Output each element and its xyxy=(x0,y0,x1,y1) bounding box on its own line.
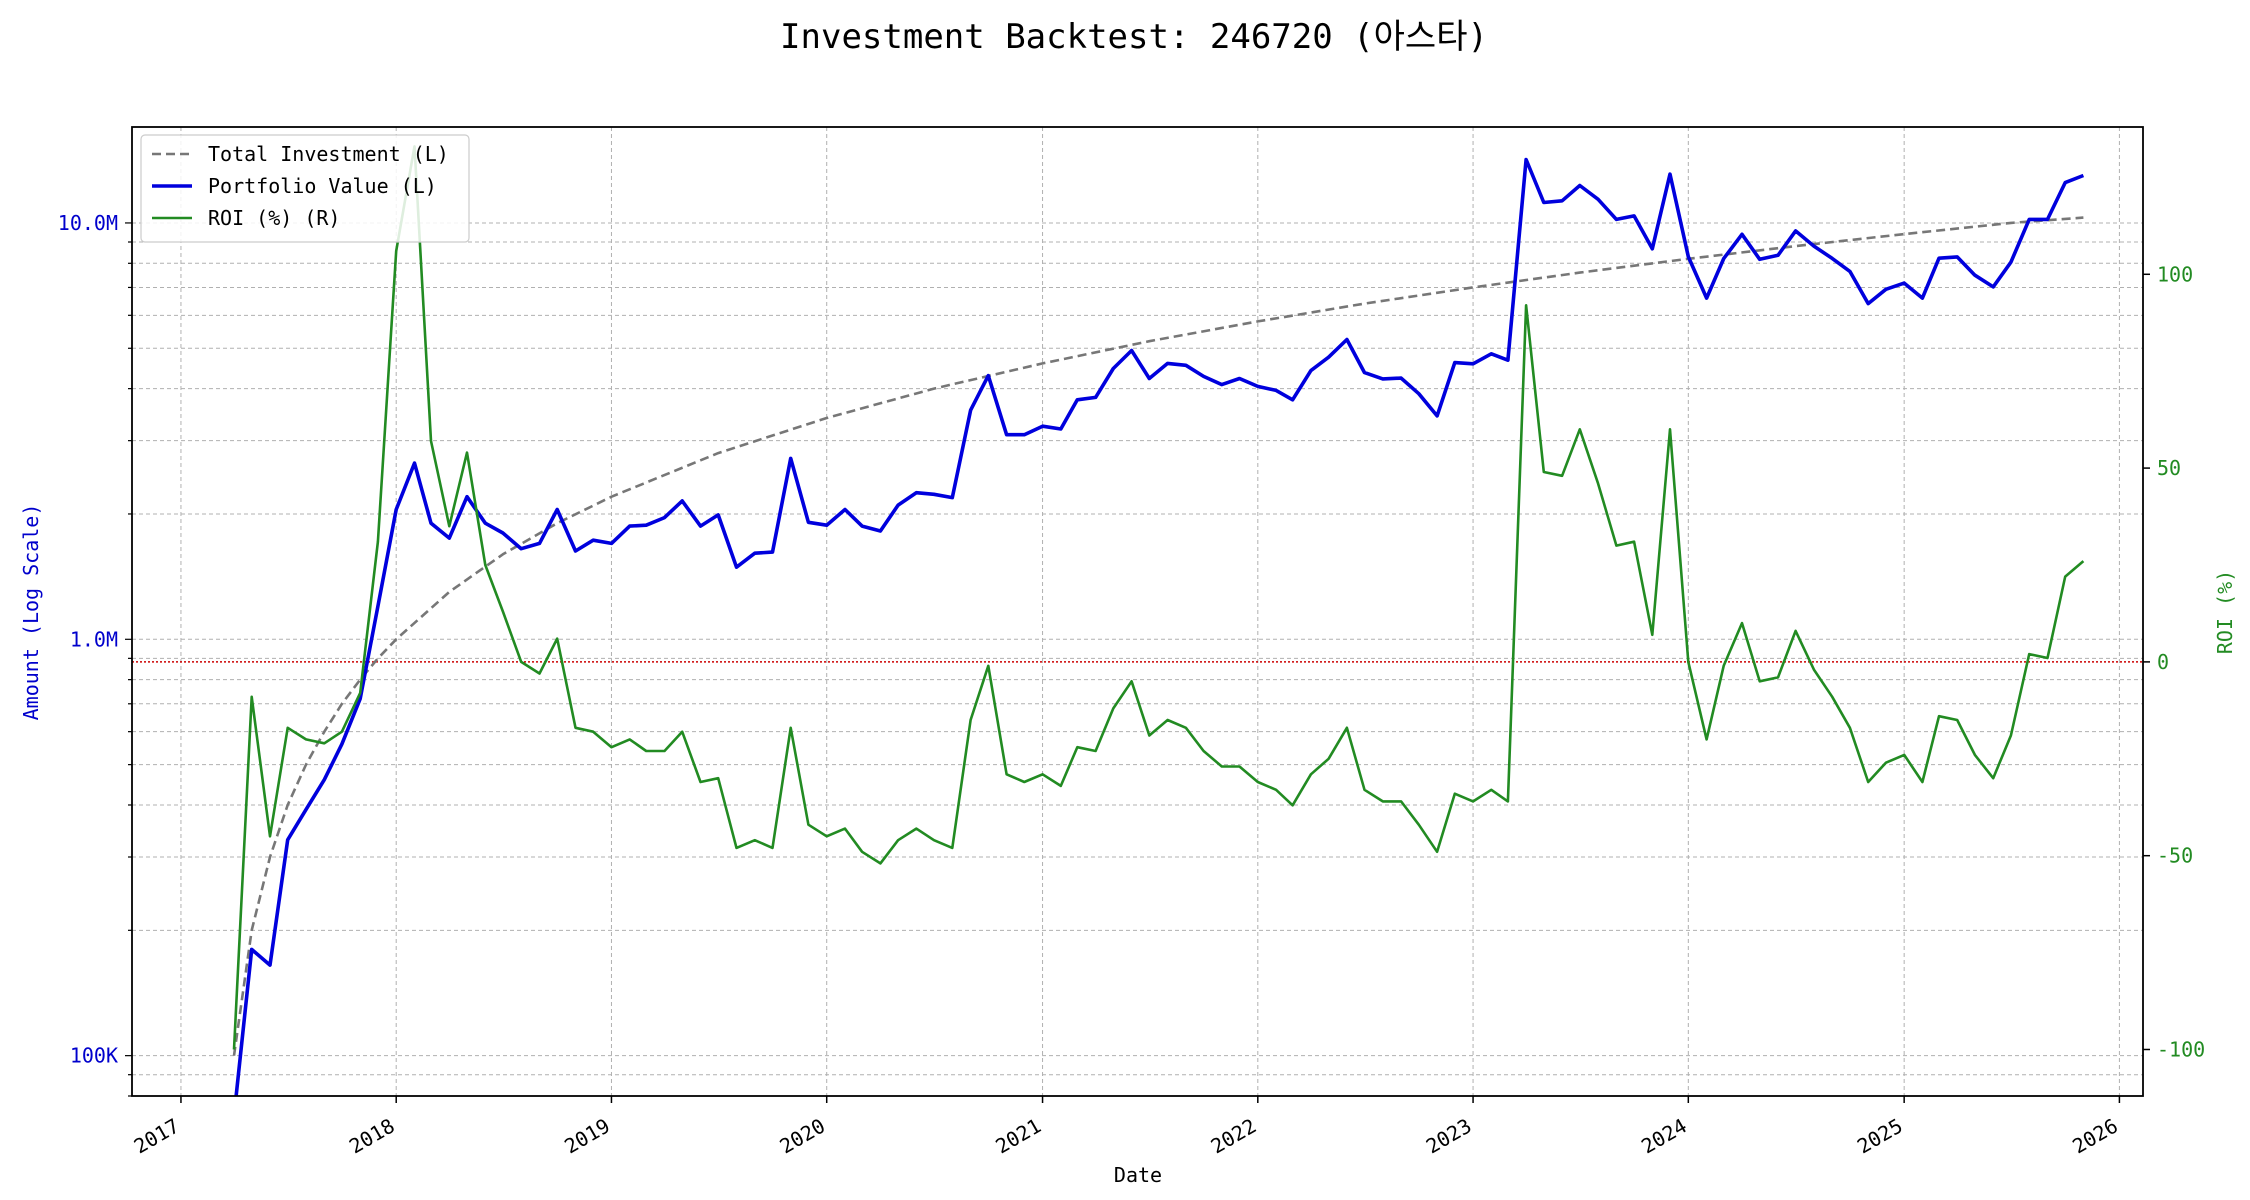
y-right-axis-label: ROI (%) xyxy=(2213,570,2237,654)
plot-axes: 2017 2018 2019 2020 2021 2022 2023 2024 2025 2026… xyxy=(58,126,2205,1159)
legend-entry: Total Investment (L) xyxy=(208,142,449,166)
y-right-tick-label: 100 xyxy=(2157,262,2193,286)
y-right-tick-label: 0 xyxy=(2157,650,2169,674)
x-tick-label: 2025 xyxy=(1853,1114,1907,1159)
total-investment-line xyxy=(232,216,2084,1056)
plot-frame xyxy=(131,126,2144,1097)
y-left-tick-label: 100K xyxy=(70,1044,118,1068)
y-left-axis-label: Amount (Log Scale) xyxy=(19,504,43,721)
y-right-tick-label: -50 xyxy=(2157,844,2193,868)
plot-series xyxy=(132,145,2143,1096)
legend-entry: Portfolio Value (L) xyxy=(208,174,437,198)
y-left-tick-label: 1.0M xyxy=(70,627,118,651)
x-tick-label: 2019 xyxy=(560,1114,614,1159)
legend: Total Investment (L) Portfolio Value (L) R… xyxy=(140,134,470,243)
y-left-tick-label: 10.0M xyxy=(58,211,118,235)
x-tick-label: 2022 xyxy=(1207,1114,1261,1159)
x-tick-label: 2024 xyxy=(1637,1114,1691,1159)
roi-line xyxy=(232,145,2085,1050)
chart-title: Investment Backtest: 246720 (아스타) xyxy=(780,17,1488,57)
y-right-tick-label: -100 xyxy=(2157,1037,2205,1061)
portfolio-value-line xyxy=(234,157,2085,1096)
plot-grid xyxy=(132,127,2143,1097)
x-tick-label: 2017 xyxy=(130,1114,184,1159)
legend-entry: ROI (%) (R) xyxy=(208,206,340,230)
x-axis-label: Date xyxy=(1114,1163,1162,1187)
x-tick-label: 2020 xyxy=(775,1114,829,1159)
x-tick-label: 2023 xyxy=(1422,1114,1476,1159)
x-tick-label: 2026 xyxy=(2068,1114,2122,1159)
y-right-tick-label: 50 xyxy=(2157,456,2181,480)
x-tick-label: 2018 xyxy=(345,1114,399,1159)
legend-box xyxy=(140,134,470,243)
x-tick-label: 2021 xyxy=(991,1114,1045,1159)
